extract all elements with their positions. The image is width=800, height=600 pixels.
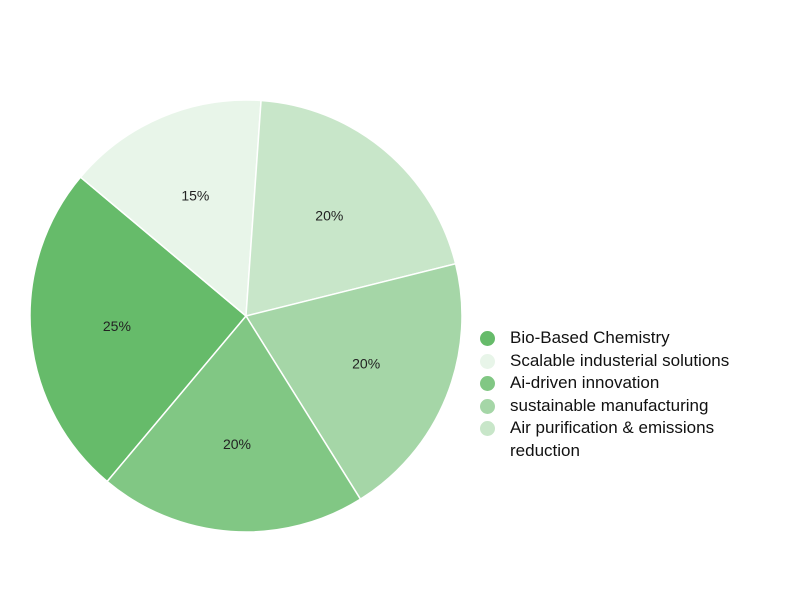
pie-slice [245,99,457,317]
legend-swatch [480,331,495,346]
legend-label: Ai-driven innovation [510,373,660,392]
legend-swatch [480,421,495,436]
legend-item: Ai-driven innovation [478,372,778,395]
pie-slice [106,314,362,533]
pie-slice [29,176,248,483]
slice-label: 15% [181,187,209,203]
legend-swatch [480,353,495,369]
legend-swatch [480,398,495,414]
slice-label: 20% [315,207,343,223]
legend-item: Bio-Based Chemistry [478,327,778,350]
legend-item: Scalable industerial solutions [478,350,778,373]
legend-label: sustainable manufacturing [510,395,709,415]
legend-label: Air purification & emissions reduction [510,418,715,460]
legend-label: Scalable industerial solutions [510,350,730,370]
slice-label: 20% [352,355,380,371]
slice-label: 25% [103,318,131,334]
legend-item: Air purification & emissions reduction [478,417,778,462]
legend-swatch [480,376,495,391]
legend: Bio-Based Chemistry Scalable industerial … [478,327,778,462]
slice-label: 20% [223,436,251,452]
legend-label: Bio-Based Chemistry [510,328,670,347]
legend-item: sustainable manufacturing [478,395,778,418]
pie-slice [79,99,262,318]
pie-slice [244,262,463,501]
